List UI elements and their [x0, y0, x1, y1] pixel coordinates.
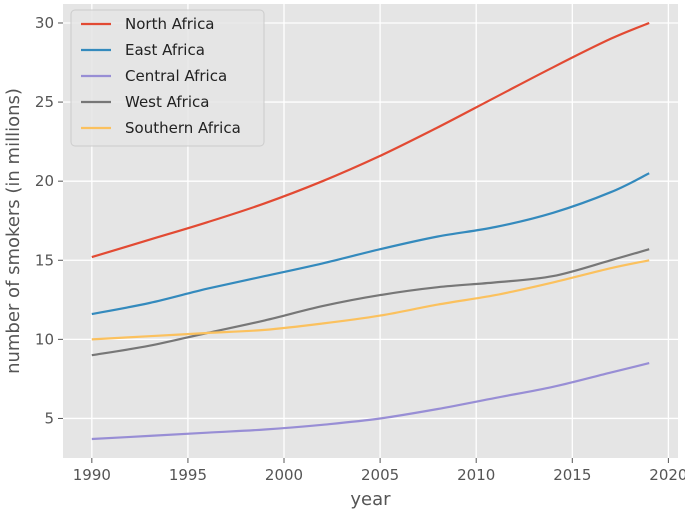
x-tick-label: 1990 [73, 466, 111, 484]
x-tick-label: 2015 [553, 466, 591, 484]
x-tick-label: 2020 [649, 466, 685, 484]
y-tick-label: 25 [35, 93, 54, 111]
x-axis-ticks: 1990 1995 2000 2005 2010 2015 2020 [73, 458, 685, 484]
legend: North Africa East Africa Central Africa Wes… [70, 9, 265, 147]
series-line-southern-africa [91, 259, 650, 341]
y-tick-label: 10 [35, 330, 54, 348]
y-axis-ticks: 5 10 15 20 25 30 [35, 14, 63, 427]
legend-entry-label: Central Africa [125, 67, 227, 85]
y-tick-label: 20 [35, 172, 54, 190]
legend-entry-label: Southern Africa [125, 119, 241, 137]
legend-entry-label: West Africa [125, 93, 209, 111]
x-tick-label: 1995 [169, 466, 207, 484]
legend-entry-label: North Africa [125, 15, 215, 33]
y-tick-label: 30 [35, 14, 54, 32]
x-tick-label: 2000 [265, 466, 303, 484]
y-tick-label: 15 [35, 251, 54, 269]
series-line-east-africa [91, 172, 650, 316]
legend-box [70, 9, 265, 147]
x-axis-label: year [350, 489, 391, 510]
x-tick-label: 2005 [361, 466, 399, 484]
legend-entry-label: East Africa [125, 41, 205, 59]
series-line-central-africa [91, 362, 650, 441]
y-tick-label: 5 [44, 409, 54, 427]
series-line-north-africa [91, 21, 650, 259]
grid-lines [63, 4, 678, 458]
x-tick-label: 2010 [457, 466, 495, 484]
series-lines [91, 21, 650, 441]
y-axis-label: number of smokers (in millions) [3, 88, 24, 374]
series-line-west-africa [91, 248, 650, 357]
